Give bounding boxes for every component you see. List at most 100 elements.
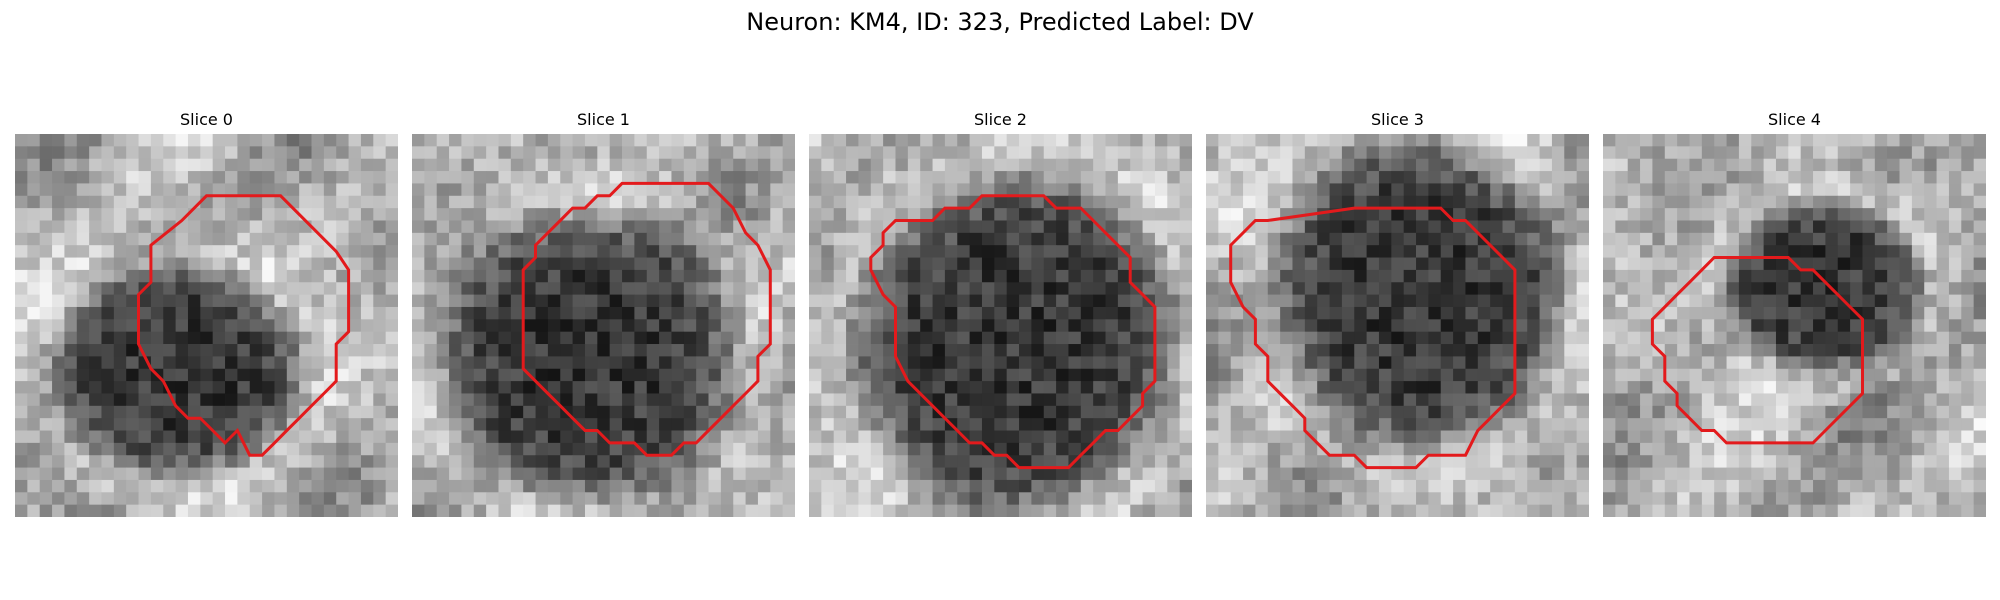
image-pixel [1416, 418, 1429, 431]
image-pixel [225, 158, 238, 172]
image-pixel [1502, 442, 1516, 456]
image-pixel [969, 208, 983, 221]
image-pixel [1539, 146, 1553, 160]
image-pixel [1304, 146, 1318, 160]
image-pixel [1788, 195, 1802, 209]
image-pixel [1366, 504, 1380, 517]
image-pixel [101, 146, 115, 160]
image-pixel [1255, 171, 1269, 184]
image-pixel [1056, 245, 1069, 258]
image-pixel [225, 171, 238, 184]
image-pixel [1043, 171, 1057, 184]
image-pixel [498, 306, 512, 320]
image-pixel [1280, 368, 1293, 382]
image-pixel [1850, 158, 1863, 172]
image-pixel [1627, 195, 1641, 209]
image-pixel [646, 455, 660, 468]
image-pixel [1502, 418, 1516, 431]
image-pixel [1677, 195, 1690, 209]
image-pixel [323, 393, 337, 407]
image-pixel [1391, 381, 1405, 394]
image-pixel [1738, 282, 1752, 296]
image-pixel [560, 504, 574, 517]
image-pixel [1031, 455, 1045, 468]
image-pixel [932, 269, 946, 283]
image-pixel [1539, 467, 1553, 481]
image-pixel [907, 257, 921, 271]
image-pixel [1751, 442, 1765, 456]
image-pixel [597, 418, 611, 431]
image-pixel [113, 269, 127, 283]
image-pixel [745, 195, 759, 209]
image-pixel [1080, 306, 1094, 320]
image-pixel [311, 356, 325, 370]
image-pixel [597, 220, 611, 234]
image-pixel [1329, 282, 1343, 296]
image-pixel [1068, 405, 1082, 419]
image-pixel [1961, 368, 1975, 382]
image-pixel [1627, 282, 1641, 296]
image-pixel [64, 492, 78, 506]
image-pixel [348, 220, 362, 234]
image-pixel [1068, 306, 1082, 320]
image-pixel [1514, 208, 1528, 221]
image-pixel [1800, 344, 1814, 357]
image-pixel [1006, 344, 1020, 357]
image-pixel [671, 479, 685, 493]
image-pixel [76, 183, 90, 197]
image-pixel [274, 319, 288, 333]
image-pixel [89, 418, 102, 431]
image-pixel [1701, 368, 1715, 382]
image-pixel [336, 158, 349, 172]
image-pixel [1403, 492, 1417, 506]
image-pixel [1664, 232, 1678, 246]
image-pixel [336, 467, 349, 481]
image-pixel [1093, 492, 1106, 506]
image-pixel [1763, 306, 1777, 320]
image-pixel [1117, 455, 1131, 468]
image-pixel [1255, 257, 1269, 271]
image-pixel [1068, 245, 1082, 258]
image-pixel [249, 381, 263, 394]
image-pixel [870, 158, 884, 172]
image-pixel [1652, 368, 1666, 382]
image-pixel [138, 492, 152, 506]
image-pixel [200, 393, 214, 407]
image-pixel [523, 393, 536, 407]
image-pixel [1019, 492, 1032, 506]
image-pixel [770, 393, 784, 407]
image-pixel [1006, 368, 1020, 382]
image-pixel [809, 368, 822, 382]
image-pixel [113, 430, 127, 444]
image-pixel [1416, 492, 1429, 506]
image-pixel [1603, 430, 1616, 444]
image-pixel [708, 467, 722, 481]
image-pixel [733, 134, 746, 147]
image-pixel [52, 405, 65, 419]
image-pixel [1167, 282, 1181, 296]
image-pixel [1701, 405, 1715, 419]
image-pixel [920, 306, 933, 320]
image-pixel [720, 393, 734, 407]
slice-image [1206, 134, 1589, 517]
image-pixel [809, 294, 822, 308]
image-pixel [547, 430, 561, 444]
image-pixel [1304, 467, 1318, 481]
image-pixel [1391, 479, 1405, 493]
image-pixel [1576, 479, 1589, 493]
image-pixel [1080, 245, 1094, 258]
image-pixel [323, 504, 337, 517]
image-pixel [1267, 319, 1281, 333]
image-pixel [1255, 294, 1269, 308]
image-pixel [683, 455, 697, 468]
image-pixel [1366, 171, 1380, 184]
image-pixel [336, 442, 349, 456]
image-pixel [1640, 171, 1653, 184]
image-pixel [1576, 504, 1589, 517]
image-pixel [1019, 418, 1032, 431]
image-pixel [15, 393, 28, 407]
image-pixel [1615, 430, 1629, 444]
image-pixel [1403, 257, 1417, 271]
image-pixel [584, 356, 598, 370]
image-pixel [547, 504, 561, 517]
